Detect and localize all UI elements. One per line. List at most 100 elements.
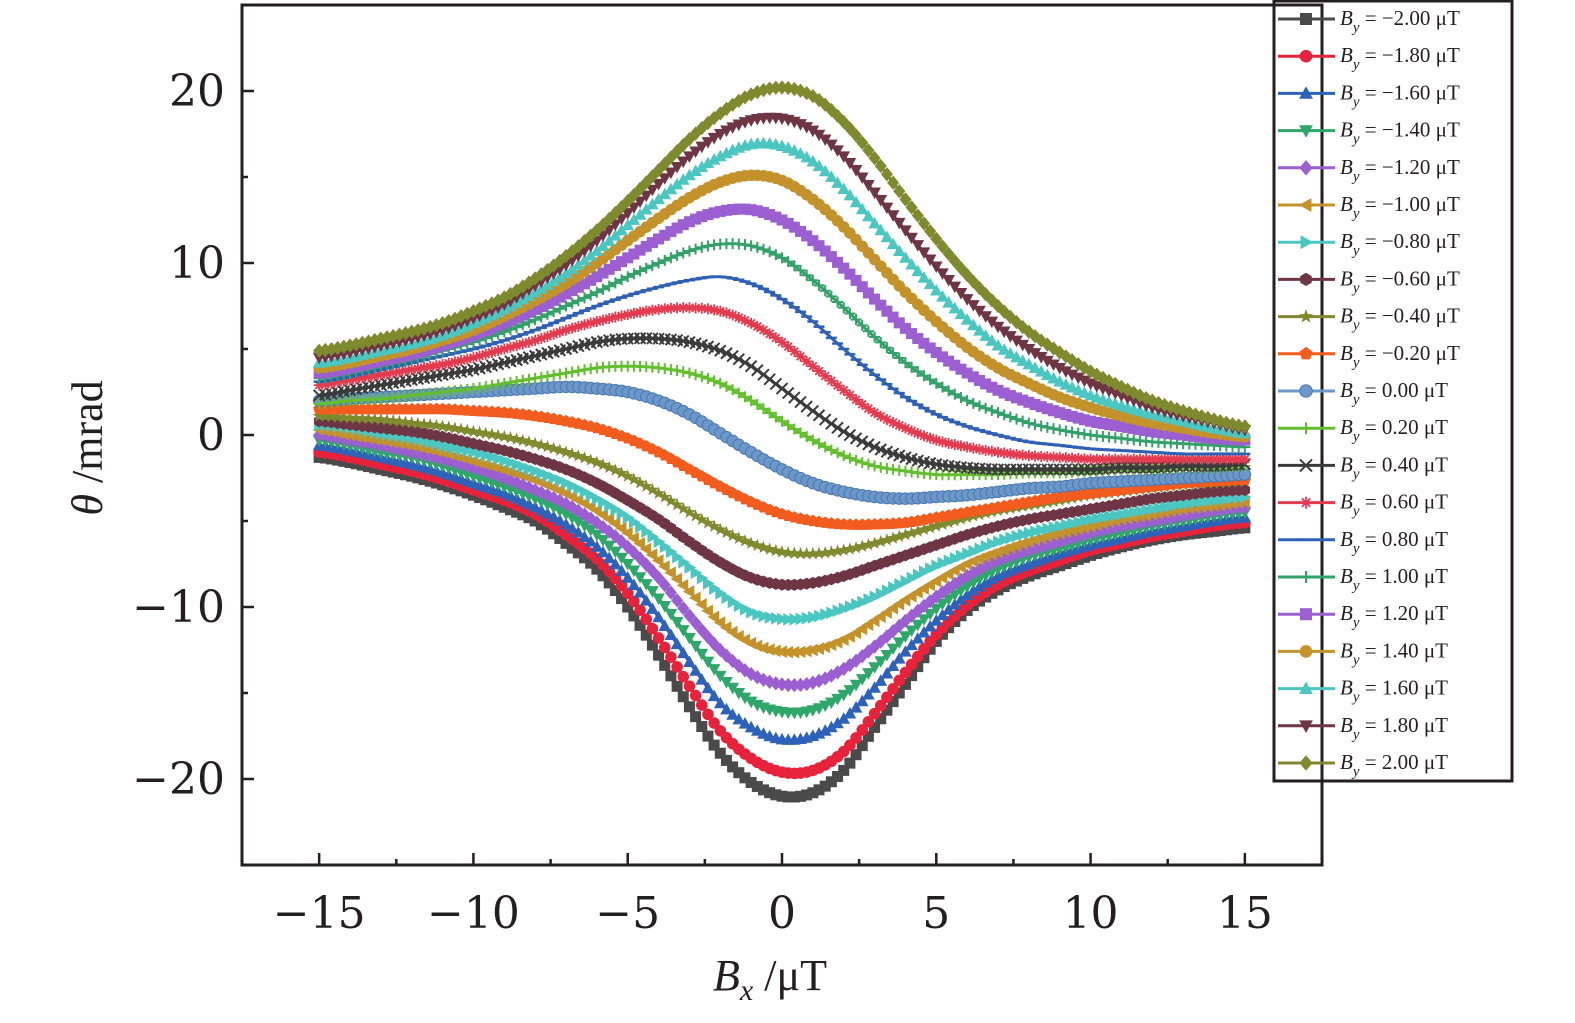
data-point	[548, 306, 560, 318]
data-point	[936, 585, 949, 600]
data-point	[862, 730, 874, 742]
data-point	[794, 83, 807, 98]
data-point	[1190, 495, 1203, 509]
data-point	[548, 471, 561, 485]
data-point	[566, 285, 578, 297]
data-point	[498, 317, 510, 329]
legend-label: By = 0.80 μT	[1340, 527, 1448, 557]
data-point	[843, 428, 857, 442]
data-point	[523, 316, 535, 328]
data-point	[670, 572, 683, 586]
legend-label: By = −2.00 μT	[1340, 6, 1460, 36]
data-point	[437, 438, 450, 452]
data-point	[812, 546, 826, 559]
x-tick-label: 5	[922, 888, 950, 939]
data-point	[628, 268, 640, 280]
data-point	[721, 591, 734, 604]
legend-entry: By = −1.00 μT	[1278, 192, 1460, 222]
data-point	[708, 207, 720, 219]
data-point	[590, 223, 603, 238]
data-point	[683, 680, 696, 692]
data-point	[739, 772, 751, 784]
data-point	[986, 445, 998, 457]
data-point	[374, 331, 387, 346]
data-point	[690, 243, 702, 255]
data-point	[597, 267, 609, 279]
x-tick-label: 15	[1217, 888, 1273, 939]
data-point	[1030, 525, 1042, 538]
data-point	[855, 202, 869, 215]
data-point	[776, 214, 788, 226]
data-point	[479, 298, 492, 314]
data-point	[1041, 355, 1054, 368]
data-point	[431, 437, 443, 451]
data-point	[793, 546, 808, 560]
data-point	[961, 395, 973, 407]
data-point	[800, 644, 812, 658]
legend-label: By = 0.00 μT	[1340, 378, 1448, 408]
data-point	[720, 648, 733, 663]
legend-label: By = 2.00 μT	[1340, 750, 1448, 780]
data-point	[528, 436, 542, 450]
data-point	[850, 749, 862, 761]
data-point	[986, 381, 998, 393]
data-point	[584, 453, 598, 466]
data-point	[1066, 410, 1078, 422]
data-point	[559, 445, 573, 458]
data-point	[881, 584, 894, 598]
data-point	[670, 497, 684, 511]
data-point	[1183, 453, 1195, 465]
data-point	[368, 332, 381, 348]
data-point	[980, 402, 992, 414]
data-point	[646, 602, 659, 614]
data-point	[615, 466, 629, 479]
data-point	[948, 589, 962, 602]
y-tick-label: −10	[132, 582, 225, 633]
data-point	[602, 460, 616, 474]
data-point	[523, 373, 535, 385]
data-point	[561, 476, 573, 490]
data-point	[479, 426, 493, 440]
data-point	[955, 392, 967, 404]
data-point	[1090, 367, 1103, 382]
data-point	[993, 535, 1005, 548]
data-point	[899, 631, 912, 643]
data-point	[560, 288, 572, 300]
data-point	[733, 767, 745, 779]
series-layer	[312, 80, 1252, 803]
data-point	[1029, 450, 1041, 462]
data-point	[813, 784, 825, 796]
data-point	[960, 588, 974, 600]
data-point	[745, 204, 757, 216]
data-point	[850, 313, 862, 325]
data-point	[559, 496, 573, 511]
data-point	[1152, 395, 1165, 411]
data-point	[1078, 414, 1090, 426]
data-point	[844, 308, 856, 320]
data-point	[1022, 357, 1036, 370]
data-point	[529, 303, 541, 315]
data-point	[843, 706, 857, 719]
data-point	[1146, 453, 1158, 465]
data-point	[917, 247, 931, 259]
data-point	[1128, 453, 1140, 465]
data-point	[1085, 512, 1098, 526]
data-point	[658, 619, 672, 631]
data-point	[695, 673, 709, 685]
data-point	[1103, 453, 1115, 465]
data-point	[929, 519, 943, 532]
data-point	[713, 129, 727, 141]
data-point	[843, 157, 857, 170]
data-point	[363, 371, 375, 383]
data-point	[590, 540, 604, 552]
data-point	[930, 635, 942, 647]
data-point	[801, 269, 813, 281]
data-point	[924, 432, 936, 444]
legend-label: By = 1.00 μT	[1340, 564, 1448, 594]
data-point	[868, 707, 881, 720]
data-point	[832, 256, 844, 268]
data-point	[824, 545, 838, 558]
data-point	[467, 352, 479, 364]
data-point	[511, 506, 523, 518]
data-point	[874, 223, 888, 236]
